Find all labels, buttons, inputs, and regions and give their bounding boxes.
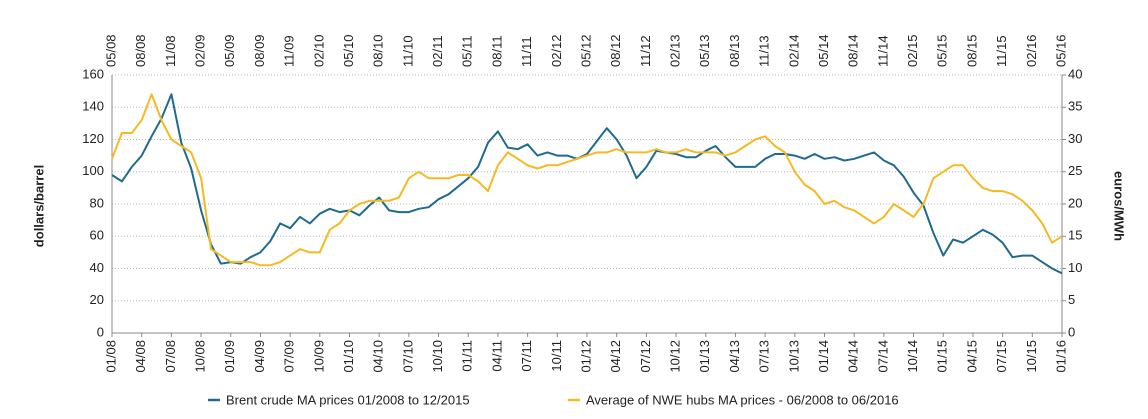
x-tick-label: 01/14 [816, 340, 831, 373]
x2-tick-label: 11/12 [638, 35, 653, 67]
x-tick-label: 04/10 [371, 340, 386, 373]
x-tick-label: 04/12 [608, 340, 623, 373]
x2-tick-label: 11/13 [757, 35, 772, 67]
x-tick-label: 04/13 [727, 340, 742, 373]
x-tick-label: 10/14 [905, 340, 920, 373]
y-axis-label: dollars/barrel [31, 165, 46, 247]
x2-tick-label: 05/08 [103, 34, 118, 67]
x-tick-label: 01/11 [460, 340, 475, 372]
x2-tick-label: 02/14 [786, 34, 801, 67]
x2-tick-label: 05/14 [816, 34, 831, 67]
x2-tick-label: 11/11 [519, 36, 534, 67]
x-tick-label: 10/08 [193, 340, 208, 373]
x2-tick-label: 02/16 [1024, 34, 1039, 67]
x-tick-label: 07/10 [400, 340, 415, 373]
x2-tick-label: 05/11 [460, 35, 475, 67]
x2-tick-label: 11/08 [163, 35, 178, 67]
y2-tick-label: 40 [1068, 66, 1082, 81]
x2-tick-label: 02/10 [311, 34, 326, 67]
x2-tick-label: 11/15 [994, 35, 1009, 67]
x2-tick-label: 05/16 [1053, 34, 1068, 67]
x-tick-label: 10/15 [1024, 340, 1039, 373]
x-tick-label: 01/09 [222, 340, 237, 373]
x2-tick-label: 11/14 [875, 35, 890, 67]
x-tick-label: 04/15 [964, 340, 979, 373]
x2-tick-label: 02/15 [905, 34, 920, 67]
y-tick-label: 60 [90, 228, 104, 243]
y2-tick-label: 5 [1068, 292, 1075, 307]
y-tick-label: 20 [90, 292, 104, 307]
y-tick-label: 120 [82, 131, 104, 146]
y-tick-label: 40 [90, 260, 104, 275]
x2-tick-label: 11/10 [400, 35, 415, 67]
x2-tick-label: 02/09 [193, 34, 208, 67]
line-series [111, 93, 1063, 275]
x-tick-label: 01/10 [341, 340, 356, 373]
x2-tick-label: 08/08 [133, 34, 148, 67]
x-tick-label: 10/11 [549, 340, 564, 372]
x-tick-label: 01/12 [578, 340, 593, 373]
y2-tick-label: 25 [1068, 163, 1082, 178]
x2-tick-label: 08/14 [846, 34, 861, 67]
y-tick-label: 160 [82, 66, 104, 81]
x-tick-label: 10/09 [311, 340, 326, 373]
x-tick-label: 04/11 [489, 340, 504, 372]
y-tick-label: 100 [82, 163, 104, 178]
y2-tick-label: 10 [1068, 260, 1082, 275]
y2-tick-label: 30 [1068, 131, 1082, 146]
line-series [111, 93, 1063, 267]
x-tick-label: 10/10 [430, 340, 445, 373]
y2-tick-label: 20 [1068, 195, 1082, 210]
x-tick-label: 01/08 [103, 340, 118, 373]
x2-tick-label: 02/12 [549, 34, 564, 67]
x2-tick-label: 08/13 [727, 34, 742, 67]
x2-tick-label: 08/12 [608, 34, 623, 67]
x2-tick-label: 05/09 [222, 34, 237, 67]
x2-tick-label: 05/12 [578, 34, 593, 67]
x-tick-label: 07/12 [638, 340, 653, 373]
x2-tick-label: 05/13 [697, 34, 712, 67]
x2-tick-label: 08/10 [371, 34, 386, 67]
x-tick-label: 01/13 [697, 340, 712, 373]
y2-axis-label: euros/MWh [1112, 171, 1127, 241]
x-tick-label: 10/12 [668, 340, 683, 373]
x-tick-label: 07/14 [875, 340, 890, 373]
x-tick-label: 07/15 [994, 340, 1009, 373]
x-tick-label: 04/09 [252, 340, 267, 373]
x2-tick-label: 08/09 [252, 34, 267, 67]
x2-tick-label: 08/15 [964, 34, 979, 67]
x2-tick-label: 02/13 [668, 34, 683, 67]
x2-tick-label: 05/15 [935, 34, 950, 67]
x-tick-label: 10/13 [786, 340, 801, 373]
x2-tick-label: 05/10 [341, 34, 356, 67]
x-tick-label: 07/09 [282, 340, 297, 373]
y2-tick-label: 0 [1068, 324, 1075, 339]
x-tick-label: 01/15 [935, 340, 950, 373]
y2-tick-label: 15 [1068, 228, 1082, 243]
x-tick-label: 07/13 [757, 340, 772, 373]
x2-tick-label: 08/11 [489, 35, 504, 67]
legend-label: Average of NWE hubs MA prices - 06/2008 … [586, 392, 899, 407]
y-tick-label: 80 [90, 195, 104, 210]
x-tick-label: 07/08 [163, 340, 178, 373]
x-tick-label: 04/08 [133, 340, 148, 373]
x2-tick-label: 02/11 [430, 35, 445, 67]
x-tick-label: 07/11 [519, 340, 534, 372]
legend-label: Brent crude MA prices 01/2008 to 12/2015 [226, 392, 470, 407]
x2-tick-label: 11/09 [282, 35, 297, 67]
x-tick-label: 04/14 [846, 340, 861, 373]
y2-tick-label: 35 [1068, 99, 1082, 114]
x-tick-label: 01/16 [1053, 340, 1068, 373]
y-tick-label: 140 [82, 99, 104, 114]
y-tick-label: 0 [97, 324, 104, 339]
